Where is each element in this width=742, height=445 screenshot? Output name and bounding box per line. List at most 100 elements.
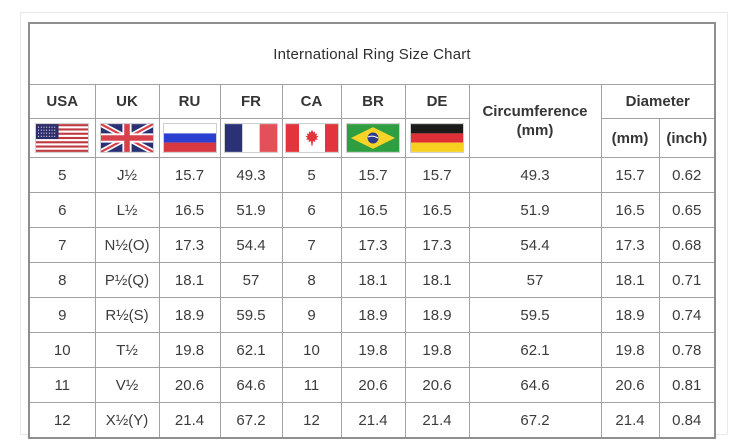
usa-size-cell: 7 — [28, 227, 96, 263]
russia-flag-icon — [162, 123, 217, 153]
diameter-mm-cell: 21.4 — [600, 402, 660, 439]
ca-size-cell: 10 — [281, 332, 342, 368]
br-size-cell: 15.7 — [340, 157, 406, 193]
title-row: International Ring Size Chart — [28, 22, 716, 85]
br-size-cell: 21.4 — [340, 402, 406, 439]
ru-size-cell: 18.1 — [158, 262, 221, 298]
circumference-unit: (mm) — [516, 122, 554, 139]
uk-size-cell: V½ — [94, 367, 160, 403]
diameter-inch-cell: 0.71 — [658, 262, 716, 298]
uk-flag-icon — [100, 123, 154, 153]
circumference-cell: 49.3 — [468, 157, 602, 193]
table-row: 12 X½(Y) 21.4 67.2 12 21.4 21.4 67.2 21.… — [28, 402, 716, 439]
diameter-inch-cell: 0.74 — [658, 297, 716, 333]
ru-size-cell: 21.4 — [158, 402, 221, 439]
ca-size-cell: 11 — [281, 367, 342, 403]
usa-size-cell: 11 — [28, 367, 96, 403]
diameter-inch-cell: 0.65 — [658, 192, 716, 228]
ru-size-cell: 16.5 — [158, 192, 221, 228]
fr-size-cell: 54.4 — [219, 227, 283, 263]
table-row: 11 V½ 20.6 64.6 11 20.6 20.6 64.6 20.6 0… — [28, 367, 716, 403]
ca-size-cell: 5 — [281, 157, 342, 193]
usa-size-cell: 6 — [28, 192, 96, 228]
col-header-usa: USA — [28, 84, 96, 119]
de-size-cell: 17.3 — [404, 227, 470, 263]
usa-flag-cell — [28, 118, 96, 158]
col-header-circumference: Circumference (mm) — [468, 84, 602, 158]
canada-flag-icon — [284, 123, 339, 153]
ru-size-cell: 20.6 — [158, 367, 221, 403]
table-row: 8 P½(Q) 18.1 57 8 18.1 18.1 57 18.1 0.71 — [28, 262, 716, 298]
uk-size-cell: N½(O) — [94, 227, 160, 263]
brazil-flag-icon — [346, 123, 400, 153]
france-flag-icon — [224, 123, 278, 153]
usa-flag-icon — [35, 123, 90, 153]
circumference-cell: 59.5 — [468, 297, 602, 333]
usa-size-cell: 9 — [28, 297, 96, 333]
br-size-cell: 19.8 — [340, 332, 406, 368]
uk-size-cell: X½(Y) — [94, 402, 160, 439]
fr-size-cell: 59.5 — [219, 297, 283, 333]
br-size-cell: 18.9 — [340, 297, 406, 333]
col-header-fr: FR — [219, 84, 283, 119]
circumference-label: Circumference — [482, 102, 588, 120]
canada-flag-cell — [281, 118, 342, 158]
diameter-inch-cell: 0.81 — [658, 367, 716, 403]
table-row: 7 N½(O) 17.3 54.4 7 17.3 17.3 54.4 17.3 … — [28, 227, 716, 263]
usa-size-cell: 12 — [28, 402, 96, 439]
br-size-cell: 20.6 — [340, 367, 406, 403]
fr-size-cell: 67.2 — [219, 402, 283, 439]
fr-size-cell: 64.6 — [219, 367, 283, 403]
diameter-inch-cell: 0.62 — [658, 157, 716, 193]
diameter-mm-cell: 20.6 — [600, 367, 660, 403]
ca-size-cell: 6 — [281, 192, 342, 228]
br-size-cell: 17.3 — [340, 227, 406, 263]
usa-size-cell: 8 — [28, 262, 96, 298]
usa-size-cell: 10 — [28, 332, 96, 368]
flag-row: (mm) (inch) — [28, 118, 716, 158]
col-header-diameter: Diameter — [600, 84, 716, 119]
diameter-inch-cell: 0.84 — [658, 402, 716, 439]
page-title: International Ring Size Chart — [28, 22, 716, 85]
col-header-uk: UK — [94, 84, 160, 119]
ca-size-cell: 7 — [281, 227, 342, 263]
de-size-cell: 21.4 — [404, 402, 470, 439]
col-header-de: DE — [404, 84, 470, 119]
brazil-flag-cell — [340, 118, 406, 158]
de-size-cell: 19.8 — [404, 332, 470, 368]
france-flag-cell — [219, 118, 283, 158]
circumference-cell: 51.9 — [468, 192, 602, 228]
diameter-inch-subheader: (inch) — [658, 118, 716, 158]
ca-size-cell: 9 — [281, 297, 342, 333]
uk-flag-cell — [94, 118, 160, 158]
fr-size-cell: 62.1 — [219, 332, 283, 368]
br-size-cell: 16.5 — [340, 192, 406, 228]
diameter-mm-cell: 17.3 — [600, 227, 660, 263]
fr-size-cell: 49.3 — [219, 157, 283, 193]
fr-size-cell: 57 — [219, 262, 283, 298]
fr-size-cell: 51.9 — [219, 192, 283, 228]
germany-flag-icon — [410, 123, 464, 153]
circumference-cell: 67.2 — [468, 402, 602, 439]
russia-flag-cell — [158, 118, 221, 158]
diameter-mm-subheader: (mm) — [600, 118, 660, 158]
diameter-mm-cell: 19.8 — [600, 332, 660, 368]
ru-size-cell: 19.8 — [158, 332, 221, 368]
uk-size-cell: P½(Q) — [94, 262, 160, 298]
table-row: 5 J½ 15.7 49.3 5 15.7 15.7 49.3 15.7 0.6… — [28, 157, 716, 193]
diameter-mm-cell: 18.1 — [600, 262, 660, 298]
circumference-cell: 62.1 — [468, 332, 602, 368]
table-row: 6 L½ 16.5 51.9 6 16.5 16.5 51.9 16.5 0.6… — [28, 192, 716, 228]
br-size-cell: 18.1 — [340, 262, 406, 298]
ru-size-cell: 15.7 — [158, 157, 221, 193]
uk-size-cell: J½ — [94, 157, 160, 193]
de-size-cell: 20.6 — [404, 367, 470, 403]
col-header-br: BR — [340, 84, 406, 119]
col-header-ca: CA — [281, 84, 342, 119]
de-size-cell: 18.1 — [404, 262, 470, 298]
diameter-mm-cell: 15.7 — [600, 157, 660, 193]
ring-size-chart-table: International Ring Size Chart USA UK RU … — [28, 22, 717, 439]
de-size-cell: 15.7 — [404, 157, 470, 193]
circumference-cell: 64.6 — [468, 367, 602, 403]
de-size-cell: 16.5 — [404, 192, 470, 228]
